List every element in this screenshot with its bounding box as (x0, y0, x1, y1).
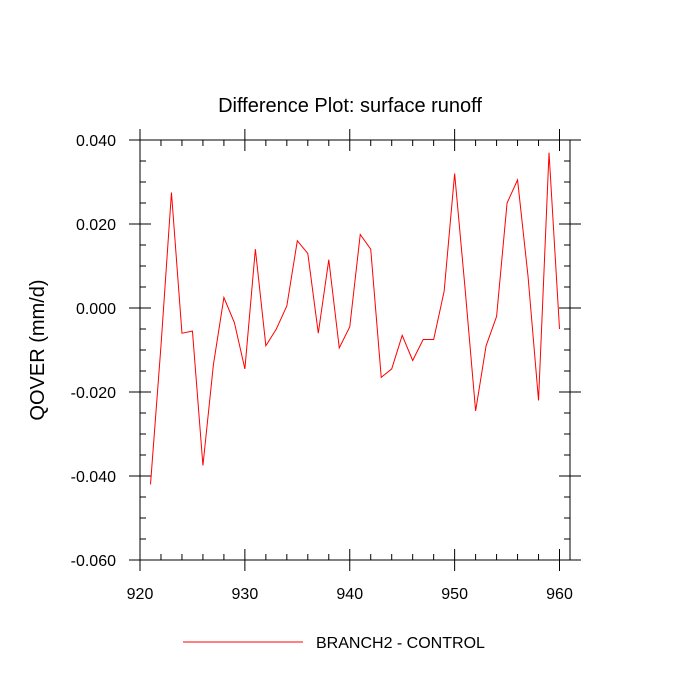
x-tick-labels: 920 930 940 950 960 (127, 586, 573, 603)
x-tick-label: 950 (441, 586, 468, 603)
y-tick-labels: -0.060 -0.040 -0.020 0.000 0.020 0.040 (71, 133, 116, 570)
minor-ticks (140, 140, 570, 560)
y-tick-label: -0.060 (71, 553, 116, 570)
x-tick-label: 940 (336, 586, 363, 603)
x-tick-label: 930 (232, 586, 259, 603)
y-tick-label: 0.000 (76, 301, 116, 318)
y-tick-label: 0.040 (76, 133, 116, 150)
series-line-branch2-control (149, 152, 561, 485)
y-tick-label: -0.040 (71, 469, 116, 486)
x-tick-label: 960 (546, 586, 573, 603)
x-tick-label: 920 (127, 586, 154, 603)
plot-frame (139, 139, 571, 561)
chart-title: Difference Plot: surface runoff (218, 95, 482, 117)
y-tick-label: -0.020 (71, 385, 116, 402)
y-tick-label: 0.020 (76, 217, 116, 234)
major-ticks (129, 129, 581, 571)
legend-label: BRANCH2 - CONTROL (316, 635, 485, 652)
y-axis-label: QOVER (mm/d) (27, 279, 49, 420)
